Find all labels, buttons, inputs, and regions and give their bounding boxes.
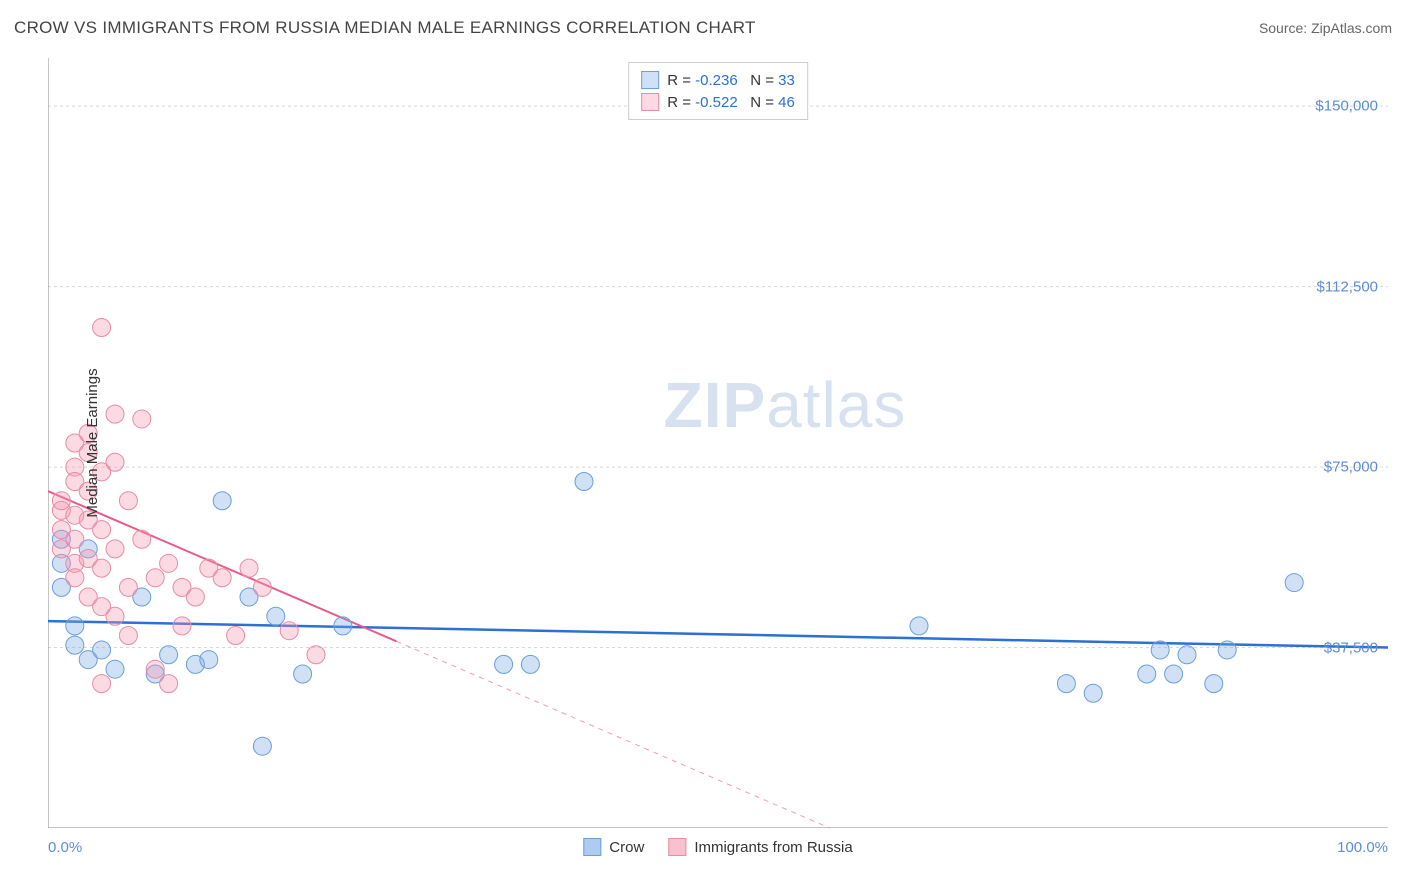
series-legend-label: Immigrants from Russia bbox=[694, 839, 852, 856]
y-tick-label: $112,500 bbox=[1317, 278, 1378, 295]
correlation-legend: R = -0.236 N = 33 R = -0.522 N = 46 bbox=[628, 62, 808, 120]
chart-area: Median Male Earnings ZIPatlas R = -0.236… bbox=[48, 58, 1388, 828]
legend-swatch bbox=[641, 71, 659, 89]
y-tick-label: $75,000 bbox=[1324, 459, 1378, 476]
y-tick-label: $150,000 bbox=[1315, 98, 1378, 115]
legend-swatch bbox=[641, 93, 659, 111]
series-legend: Crow Immigrants from Russia bbox=[583, 838, 852, 856]
legend-swatch bbox=[668, 838, 686, 856]
scatter-plot bbox=[48, 58, 1388, 828]
y-tick-label: $37,500 bbox=[1324, 639, 1378, 656]
y-axis-label: Median Male Earnings bbox=[84, 368, 101, 517]
correlation-text: R = -0.522 N = 46 bbox=[667, 94, 795, 111]
series-legend-label: Crow bbox=[609, 839, 644, 856]
correlation-text: R = -0.236 N = 33 bbox=[667, 72, 795, 89]
chart-title: CROW VS IMMIGRANTS FROM RUSSIA MEDIAN MA… bbox=[14, 18, 756, 38]
series-legend-item: Crow bbox=[583, 838, 644, 856]
chart-header: CROW VS IMMIGRANTS FROM RUSSIA MEDIAN MA… bbox=[14, 18, 1392, 38]
correlation-legend-row: R = -0.522 N = 46 bbox=[641, 91, 795, 113]
x-tick-label: 100.0% bbox=[1337, 839, 1388, 856]
chart-source: Source: ZipAtlas.com bbox=[1259, 20, 1392, 36]
x-tick-label: 0.0% bbox=[48, 839, 82, 856]
series-legend-item: Immigrants from Russia bbox=[668, 838, 852, 856]
correlation-legend-row: R = -0.236 N = 33 bbox=[641, 69, 795, 91]
legend-swatch bbox=[583, 838, 601, 856]
